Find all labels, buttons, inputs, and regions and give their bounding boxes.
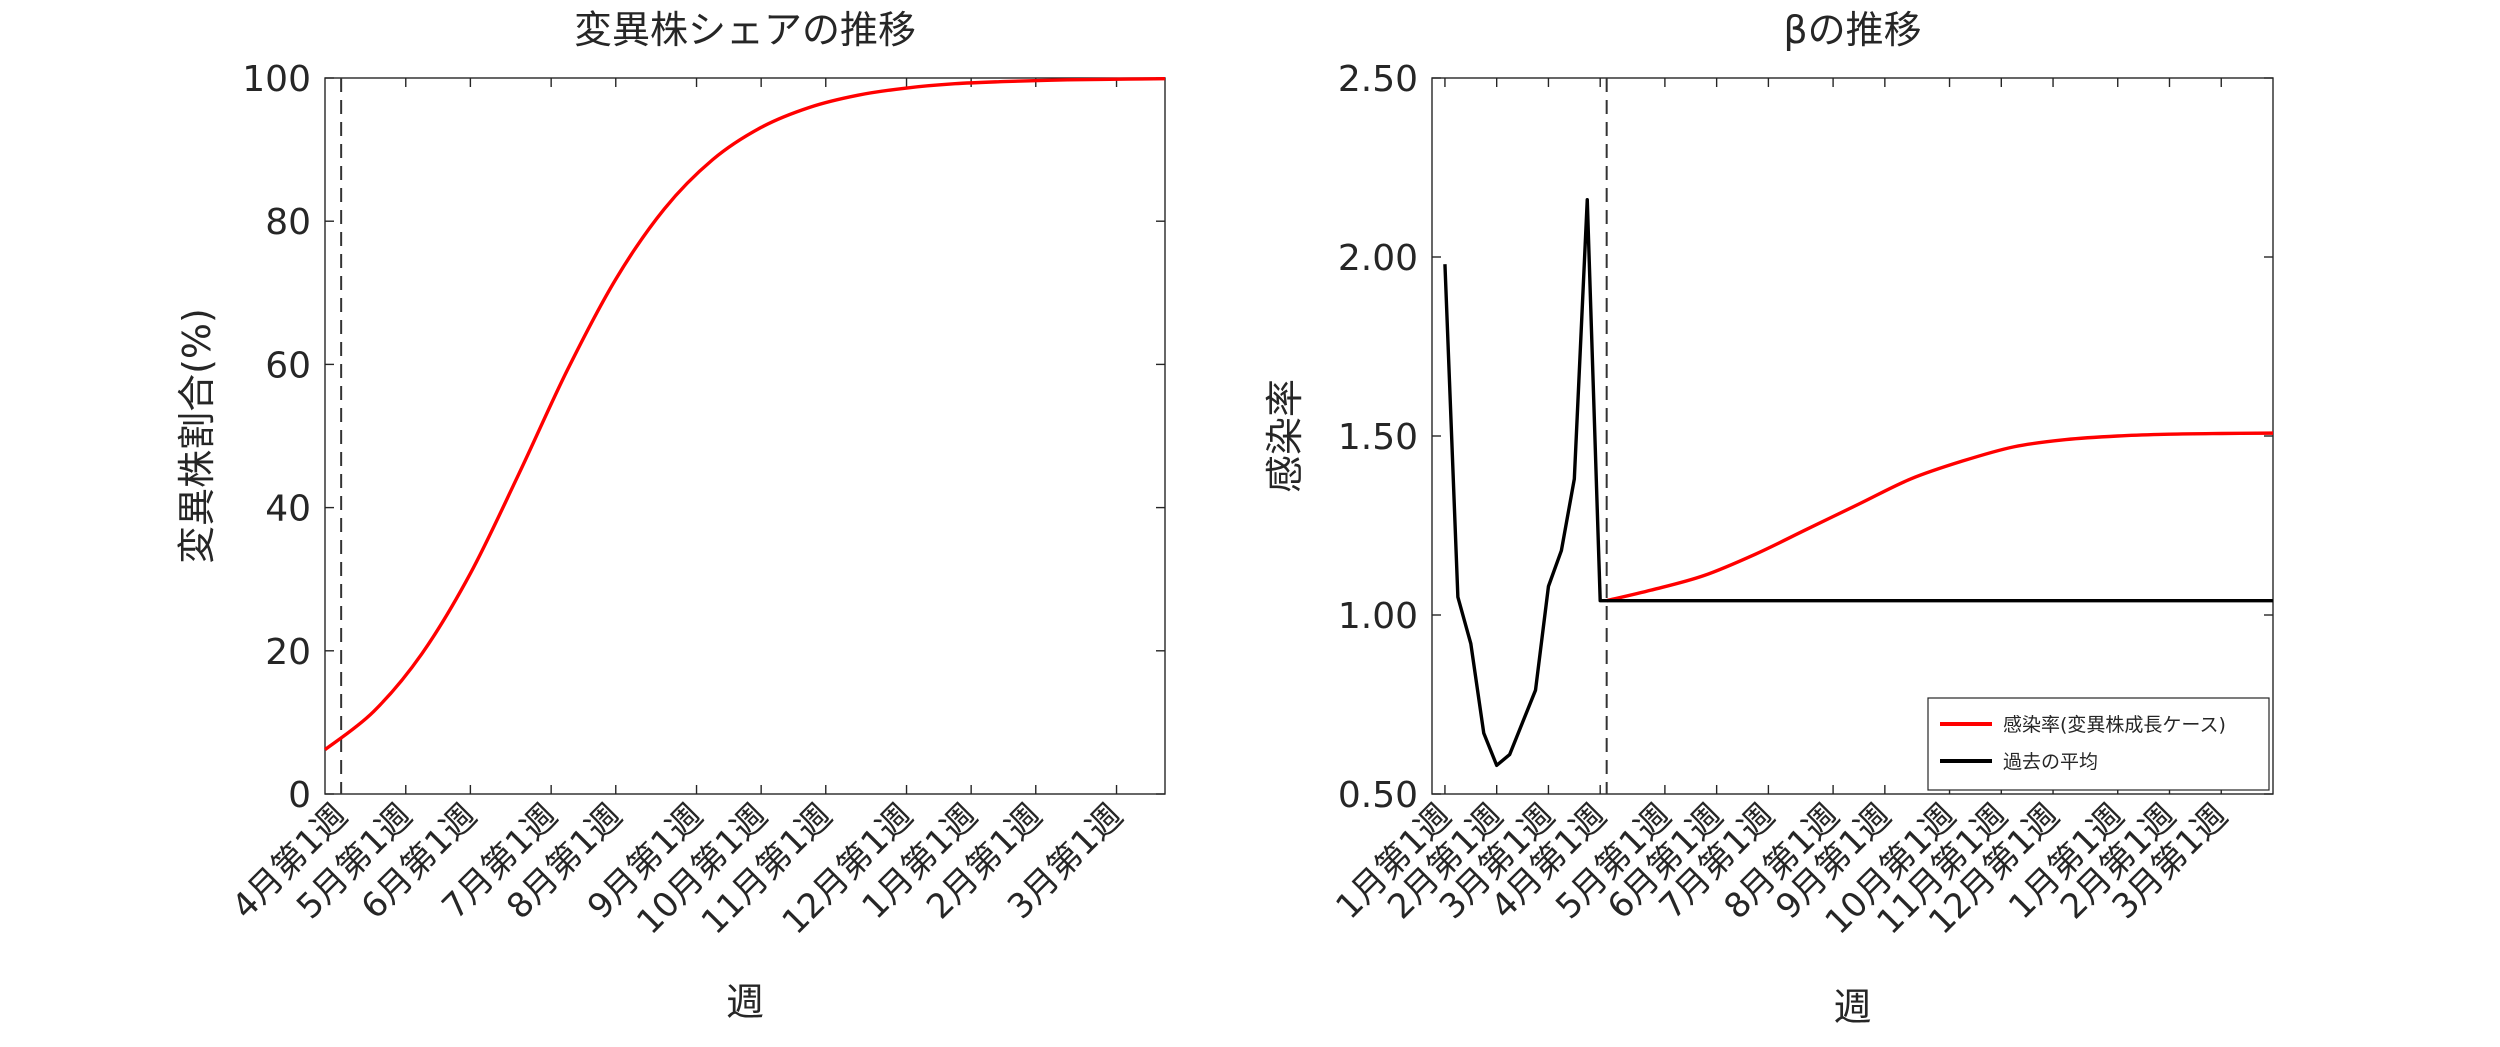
y-tick-label: 1.50 xyxy=(1338,417,1418,458)
y-tick-label: 40 xyxy=(265,489,311,530)
y-tick-label: 0.50 xyxy=(1338,775,1418,816)
legend-box xyxy=(1927,697,2270,791)
y-axis-label: 感染率 xyxy=(1263,379,1307,493)
chart-title: 変異株シェアの推移 xyxy=(574,8,916,52)
series-line-black xyxy=(1443,198,2273,768)
legend-label-past-average: 過去の平均 xyxy=(2003,751,2098,773)
series-group xyxy=(1443,198,2274,768)
chart-beta: βの推移 感染率 週 0.50 1.00 1.50 2.00 2.50 1月第1週2月第… xyxy=(1263,8,2274,1029)
series-group xyxy=(323,77,1166,751)
legend: 感染率(変異株成長ケース) 過去の平均 xyxy=(1927,697,2270,791)
y-tick-label: 2.00 xyxy=(1338,238,1418,279)
y-tick-label: 100 xyxy=(242,59,311,100)
legend-label-variant-growth: 感染率(変異株成長ケース) xyxy=(2003,714,2226,736)
y-tick-label: 0 xyxy=(288,775,311,816)
y-tick-label: 80 xyxy=(265,202,311,243)
chart-variant-share: 変異株シェアの推移 変異株割合(%) 週 0 20 40 60 80 100 4月第1週5… xyxy=(175,8,1166,1024)
y-axis-ticks: 0.50 1.00 1.50 2.00 2.50 xyxy=(1338,59,2273,816)
y-tick-label: 1.00 xyxy=(1338,596,1418,637)
x-axis-label: 週 xyxy=(1833,985,1871,1029)
series-line-red xyxy=(1606,431,2274,603)
plot-frame xyxy=(324,77,1166,795)
y-tick-label: 60 xyxy=(265,345,311,386)
y-tick-label: 20 xyxy=(265,632,311,673)
x-axis-ticks: 4月第1週5月第1週6月第1週7月第1週8月第1週9月第1週10月第1週11月第… xyxy=(225,78,1131,942)
y-tick-label: 2.50 xyxy=(1338,59,1418,100)
chart-title: βの推移 xyxy=(1783,8,1921,52)
y-axis-label: 変異株割合(%) xyxy=(175,308,219,564)
y-axis-ticks: 0 20 40 60 80 100 xyxy=(242,59,1165,816)
x-axis-label: 週 xyxy=(726,980,764,1024)
series-line-red xyxy=(323,77,1166,751)
x-axis-ticks: 1月第1週2月第1週3月第1週4月第1週5月第1週6月第1週7月第1週8月第1週… xyxy=(1328,78,2236,942)
